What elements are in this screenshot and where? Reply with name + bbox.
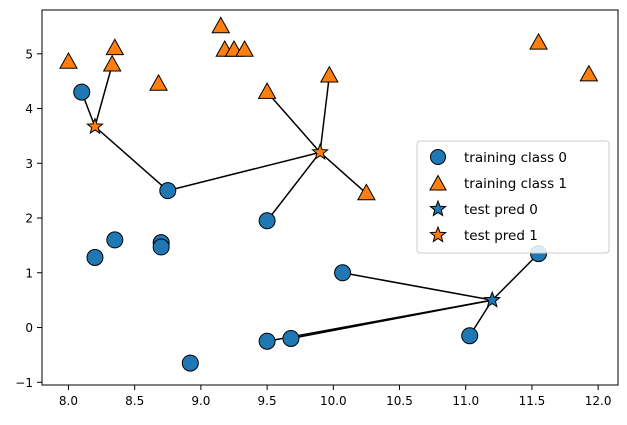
neighbor-link (319, 151, 367, 194)
point-training-class-1 (59, 51, 78, 69)
x-tick-label: 8.0 (59, 394, 78, 408)
point-test-pred-0 (483, 290, 502, 308)
point-training-class-0 (282, 329, 300, 347)
plot-area-frame (41, 9, 619, 386)
point-training-class-0 (73, 83, 91, 101)
legend-entry-training-class-0: training class 0 (430, 149, 567, 166)
y-tick-label: −1 (15, 376, 33, 390)
point-training-class-0 (86, 248, 104, 266)
legend-triangle-marker (429, 174, 447, 191)
legend-box (416, 140, 610, 254)
x-tick-label: 10.5 (386, 394, 413, 408)
neighbor-link (94, 126, 169, 192)
point-training-class-0 (159, 182, 177, 200)
legend-label-training-class-0: training class 0 (464, 150, 567, 166)
y-tick-label: 1 (25, 266, 33, 280)
point-test-pred-1 (86, 117, 104, 135)
neighbor-link (266, 151, 321, 222)
x-axis: 8.0 8.5 9.0 9.5 10.0 10.5 11.0 11.5 12.0 (59, 385, 612, 408)
neighbor-link (342, 272, 493, 301)
x-tick-label: 11.0 (452, 394, 479, 408)
y-tick-label: 3 (25, 157, 33, 171)
point-training-class-0 (334, 264, 352, 282)
legend-entry-training-class-1: training class 1 (429, 174, 567, 192)
point-training-class-1 (357, 183, 376, 201)
point-training-class-1 (529, 32, 548, 50)
neighbor-link (94, 64, 113, 127)
legend-label-training-class-1: training class 1 (464, 176, 567, 192)
neighbor-link (167, 151, 321, 192)
legend-circle-marker (430, 149, 446, 165)
x-tick-label: 11.5 (519, 394, 546, 408)
legend-star-marker-blue (429, 199, 447, 217)
point-training-class-1 (319, 65, 339, 83)
neighbor-link (266, 91, 321, 153)
x-tick-label: 9.5 (258, 394, 277, 408)
point-training-class-1 (235, 39, 254, 57)
legend-star-marker-orange (429, 225, 447, 243)
y-axis: −1 0 1 2 3 4 5 (15, 47, 42, 390)
neighbor-link (319, 75, 331, 153)
point-training-class-1 (102, 54, 122, 72)
neighbor-link (491, 253, 540, 301)
point-test-pred-1 (311, 142, 330, 160)
point-training-class-0 (181, 354, 199, 372)
point-training-class-1 (211, 16, 231, 34)
point-training-class-0 (106, 231, 124, 249)
x-tick-label: 10.0 (320, 394, 347, 408)
x-tick-label: 9.0 (191, 394, 210, 408)
legend-entry-test-pred-0: test pred 0 (429, 199, 538, 218)
point-training-class-0 (258, 212, 276, 230)
neighbor-link (266, 299, 493, 342)
legend-label-test-pred-1: test pred 1 (464, 228, 538, 244)
y-tick-label: 2 (25, 212, 33, 226)
y-tick-label: 4 (25, 102, 33, 116)
point-training-class-0 (152, 238, 170, 256)
point-training-class-1 (579, 64, 599, 82)
point-training-class-1 (257, 82, 277, 99)
point-training-class-0 (258, 332, 276, 350)
y-tick-label: 0 (25, 321, 33, 335)
point-training-class-0 (461, 327, 479, 345)
legend: training class 0 training class 1 test p… (416, 140, 610, 254)
point-training-class-1 (149, 73, 168, 91)
x-tick-label: 12.0 (585, 394, 612, 408)
point-training-class-1 (105, 38, 125, 56)
x-tick-label: 8.5 (125, 394, 144, 408)
legend-label-test-pred-0: test pred 0 (464, 202, 538, 218)
legend-entry-test-pred-1: test pred 1 (429, 225, 538, 244)
y-tick-label: 5 (25, 47, 33, 61)
